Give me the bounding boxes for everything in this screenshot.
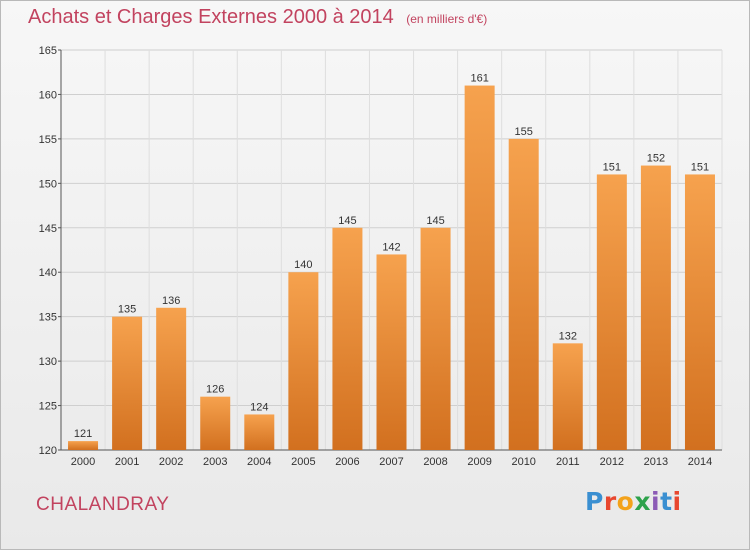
data-label: 151: [691, 161, 709, 173]
bar: [332, 227, 363, 450]
bar: [244, 414, 275, 450]
data-label: 124: [250, 401, 268, 413]
x-tick-label: 2002: [159, 456, 183, 468]
x-tick-label: 2012: [600, 456, 624, 468]
bar: [156, 307, 187, 450]
bar: [200, 396, 231, 450]
data-label: 126: [206, 384, 224, 396]
logo-letter: x: [634, 487, 651, 516]
y-tick-label: 150: [39, 178, 57, 190]
x-tick-label: 2009: [467, 456, 491, 468]
x-tick-label: 2005: [291, 456, 315, 468]
logo-letter: i: [651, 487, 661, 516]
data-label: 151: [603, 161, 621, 173]
bar: [640, 165, 671, 451]
x-tick-label: 2003: [203, 456, 227, 468]
x-tick-label: 2006: [335, 456, 359, 468]
y-tick-label: 125: [39, 401, 57, 413]
bar: [112, 316, 143, 450]
logo-letter: i: [672, 487, 682, 516]
proxiti-logo: Proxiti: [585, 487, 682, 516]
logo-letter: r: [603, 487, 617, 516]
commune-name: CHALANDRAY: [36, 494, 170, 515]
bar: [596, 174, 627, 450]
y-tick-label: 165: [39, 45, 57, 57]
logo-letter: t: [660, 487, 673, 516]
y-tick-label: 155: [39, 134, 57, 146]
bar: [684, 174, 715, 450]
data-label: 145: [338, 215, 356, 227]
x-tick-label: 2000: [71, 456, 95, 468]
y-tick-label: 135: [39, 312, 57, 324]
bar: [552, 343, 583, 450]
data-label: 161: [470, 73, 488, 85]
data-label: 152: [647, 153, 665, 165]
x-tick-label: 2013: [644, 456, 668, 468]
data-label: 121: [74, 428, 92, 440]
chart-title: Achats et Charges Externes 2000 à 2014 (…: [28, 6, 487, 29]
data-label: 155: [515, 126, 533, 138]
title-main: Achats et Charges Externes 2000 à 2014: [28, 6, 394, 28]
x-tick-label: 2007: [379, 456, 403, 468]
bar: [420, 227, 451, 450]
x-tick-label: 2004: [247, 456, 271, 468]
bar: [68, 441, 99, 450]
y-tick-label: 130: [39, 356, 57, 368]
data-label: 140: [294, 259, 312, 271]
data-label: 135: [118, 304, 136, 316]
bar: [508, 138, 539, 450]
x-tick-label: 2014: [688, 456, 712, 468]
bar: [464, 85, 495, 451]
logo-letter: P: [585, 487, 604, 516]
y-tick-label: 140: [39, 267, 57, 279]
bar: [288, 272, 319, 450]
y-tick-label: 160: [39, 89, 57, 101]
x-tick-label: 2008: [423, 456, 447, 468]
data-label: 136: [162, 295, 180, 307]
y-tick-label: 145: [39, 223, 57, 235]
x-tick-label: 2011: [556, 456, 580, 468]
bar: [376, 254, 407, 450]
y-tick-label: 120: [39, 445, 57, 457]
x-tick-label: 2010: [511, 456, 535, 468]
x-tick-label: 2001: [115, 456, 139, 468]
logo-letter: o: [616, 487, 635, 516]
data-label: 132: [559, 330, 577, 342]
data-label: 142: [382, 241, 400, 253]
title-unit: (en milliers d'€): [406, 12, 488, 26]
data-label: 145: [426, 215, 444, 227]
